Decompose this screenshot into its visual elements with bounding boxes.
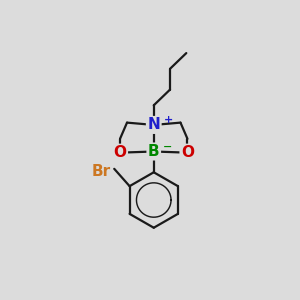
Text: B: B (148, 144, 160, 159)
Text: N: N (147, 117, 160, 132)
Text: −: − (163, 141, 172, 152)
Text: O: O (181, 145, 194, 160)
Text: O: O (113, 145, 127, 160)
Text: Br: Br (92, 164, 111, 178)
Text: +: + (164, 115, 173, 125)
